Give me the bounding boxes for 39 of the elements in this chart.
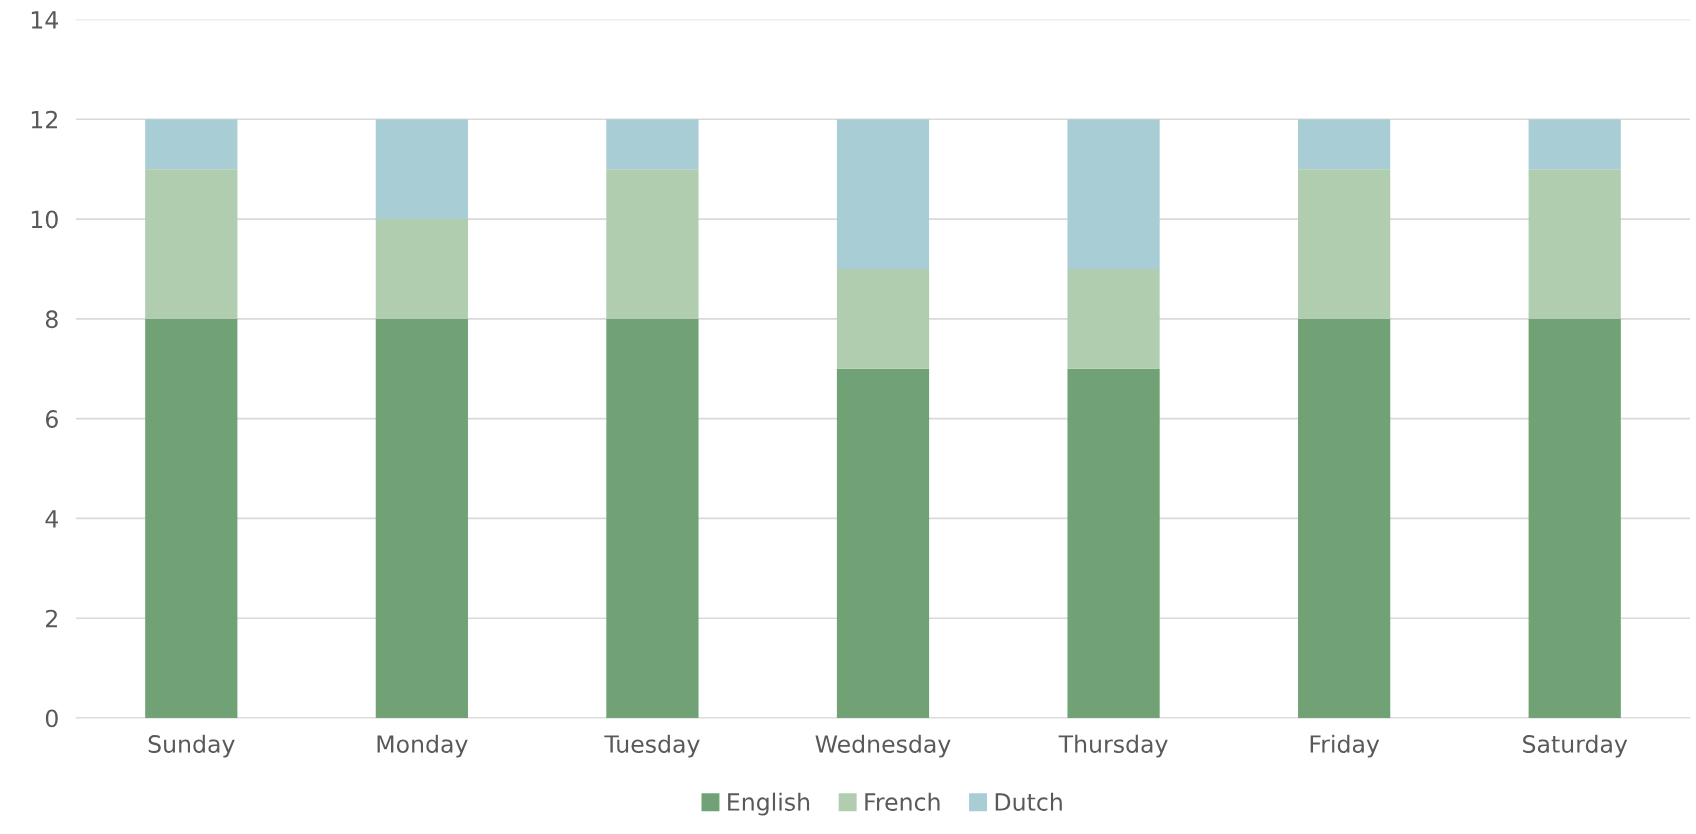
y-tick-label: 4 [45,510,59,528]
x-tick-label: Tuesday [604,734,700,758]
bar [145,318,238,718]
y-tick-label: 2 [46,609,57,628]
x-tick-label: Monday [377,734,468,758]
bar [606,318,699,718]
bar [836,368,930,718]
x-tick-label: Saturday [1523,734,1628,758]
bar [836,119,930,269]
x-tick-label: Sunday [148,734,235,758]
legend-label: Dutch [995,792,1062,811]
y-tick-label: 0 [45,709,58,728]
x-tick-label: Thursday [1058,734,1168,758]
bar [1298,169,1391,319]
bar [1528,119,1621,170]
bar [375,119,468,220]
y-tick-label: 6 [45,410,58,428]
bar [1067,119,1160,269]
bar [1298,318,1391,718]
y-tick-label: 8 [45,310,58,329]
legend-label: English [728,792,810,816]
bar [375,219,468,319]
bar [1528,169,1621,319]
y-tick-label: 10 [31,210,58,229]
bar [606,119,699,170]
bar [606,169,699,319]
bar [1298,119,1391,170]
y-tick-label: 14 [31,11,59,29]
bar [1528,318,1621,718]
y-tick-label: 12 [31,110,57,129]
x-tick-label: Wednesday [815,734,951,758]
legend-label: French [865,792,940,811]
bar [145,169,238,319]
bar [145,119,238,170]
bar [1067,268,1160,369]
bar [375,318,468,718]
x-tick-label: Friday [1310,734,1380,758]
bar [1067,368,1160,718]
bar [836,268,930,369]
